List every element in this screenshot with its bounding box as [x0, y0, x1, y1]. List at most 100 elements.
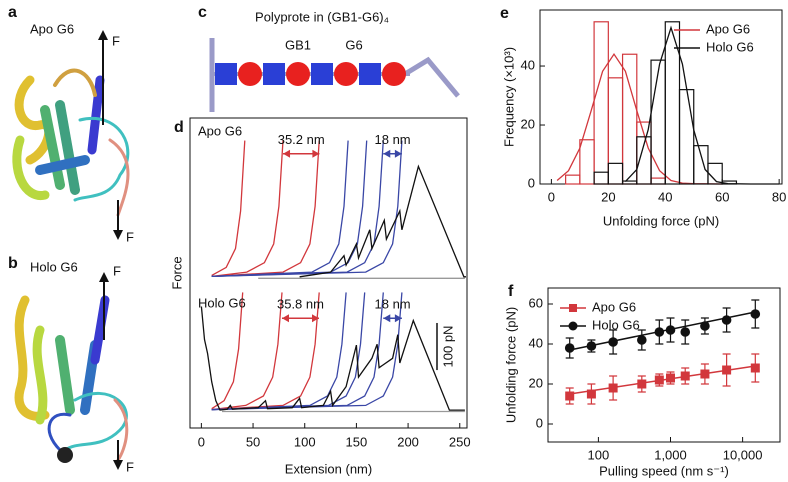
x-tick-label: 100 — [588, 447, 610, 462]
data-point — [654, 327, 665, 337]
x-axis-label: Extension (nm) — [285, 461, 372, 476]
data-point — [700, 369, 710, 379]
force-label: F — [126, 229, 134, 244]
plot-frame — [189, 117, 468, 429]
protein-apo — [12, 68, 130, 217]
x-tick-label: 50 — [246, 434, 260, 449]
y-tick-label: 0 — [536, 415, 543, 430]
trace — [211, 140, 246, 276]
x-tick-label: 150 — [346, 434, 368, 449]
data-point — [586, 389, 596, 399]
trace — [211, 140, 284, 278]
x-tick-label: 60 — [715, 189, 729, 204]
plot-frame — [547, 287, 781, 443]
data-point — [721, 315, 732, 325]
y-tick-label: 20 — [521, 116, 535, 131]
x-tick-label: 100 — [294, 434, 316, 449]
trace — [200, 306, 465, 411]
trace-label: Apo G6 — [198, 123, 242, 138]
arrowhead — [312, 149, 320, 158]
data-point — [666, 373, 676, 383]
histogram-bar — [593, 171, 609, 185]
histogram-bar — [607, 77, 624, 185]
data-point — [586, 341, 597, 351]
data-point — [565, 391, 575, 401]
arrowhead — [99, 272, 109, 282]
x-tick-label: 1,000 — [654, 447, 687, 462]
histogram-bar — [693, 145, 709, 185]
scale-bar-label: 100 pN — [440, 326, 455, 368]
y-axis-label: Unfolding force (pN) — [503, 307, 518, 423]
span-label: 18 nm — [375, 132, 411, 147]
fit-curve — [624, 25, 780, 185]
data-point — [654, 375, 664, 385]
arrowhead — [98, 30, 108, 40]
data-point — [637, 335, 647, 345]
protein-name: Holo G6 — [30, 259, 78, 274]
histogram-bar — [565, 174, 581, 185]
protein-holo — [14, 295, 129, 462]
data-point — [750, 309, 761, 319]
histogram-bar — [678, 89, 695, 185]
panel-label: d — [174, 119, 184, 136]
span-label: 35.8 nm — [277, 297, 324, 312]
ligand-sphere — [57, 447, 73, 463]
data-point — [680, 327, 691, 337]
trace — [211, 140, 320, 278]
panel-label: e — [500, 5, 509, 22]
arrowhead — [281, 314, 289, 323]
histogram-bar — [636, 121, 652, 185]
histogram-bar — [621, 53, 638, 185]
legend-label: Apo G6 — [592, 299, 636, 314]
arrowhead — [283, 149, 291, 158]
arrowhead — [113, 230, 123, 240]
domain-label: G6 — [345, 37, 362, 52]
data-point — [608, 383, 618, 393]
arrowhead — [113, 460, 123, 470]
panel-label: f — [508, 283, 514, 300]
y-tick-label: 60 — [529, 295, 543, 310]
trace — [211, 292, 320, 411]
protein-name: Apo G6 — [30, 21, 74, 36]
trace — [211, 140, 403, 278]
span-label: 18 nm — [375, 297, 411, 312]
x-axis-label: Unfolding force (pN) — [603, 213, 719, 228]
arrowhead — [394, 314, 402, 323]
histogram-bar — [707, 162, 723, 185]
legend-marker — [569, 304, 577, 312]
histogram-bar — [607, 162, 624, 185]
x-tick-label: 10,000 — [723, 447, 763, 462]
x-tick-label: 80 — [772, 189, 786, 204]
trace — [211, 292, 244, 410]
x-tick-label: 0 — [548, 189, 555, 204]
data-point — [608, 337, 618, 347]
data-point — [750, 363, 760, 373]
y-tick-label: 0 — [528, 175, 535, 190]
trace — [211, 292, 283, 411]
y-tick-label: 40 — [529, 335, 543, 350]
histogram-bar — [650, 59, 666, 185]
polyprotein — [209, 38, 460, 112]
data-point — [700, 321, 710, 331]
data-point — [722, 365, 732, 375]
panel-label: a — [8, 4, 17, 21]
arrowhead — [311, 314, 319, 323]
histogram-bar — [650, 177, 666, 185]
span-label: 35.2 nm — [278, 132, 325, 147]
x-tick-label: 0 — [198, 434, 205, 449]
x-tick-label: 40 — [658, 189, 672, 204]
legend-marker — [568, 321, 578, 331]
trace-label: Holo G6 — [198, 295, 246, 310]
construct-title: Polyprote in (GB1-G6)₄ — [255, 9, 389, 24]
fit-curve — [556, 53, 723, 185]
x-tick-label: 250 — [449, 434, 471, 449]
histogram-bar — [621, 180, 638, 185]
y-axis-label: Frequency (×10³) — [501, 47, 516, 147]
histogram-bar — [593, 21, 609, 185]
x-tick-label: 200 — [397, 434, 419, 449]
y-axis-label: Force — [169, 256, 184, 289]
data-point — [680, 371, 690, 381]
arrowhead — [394, 149, 402, 158]
